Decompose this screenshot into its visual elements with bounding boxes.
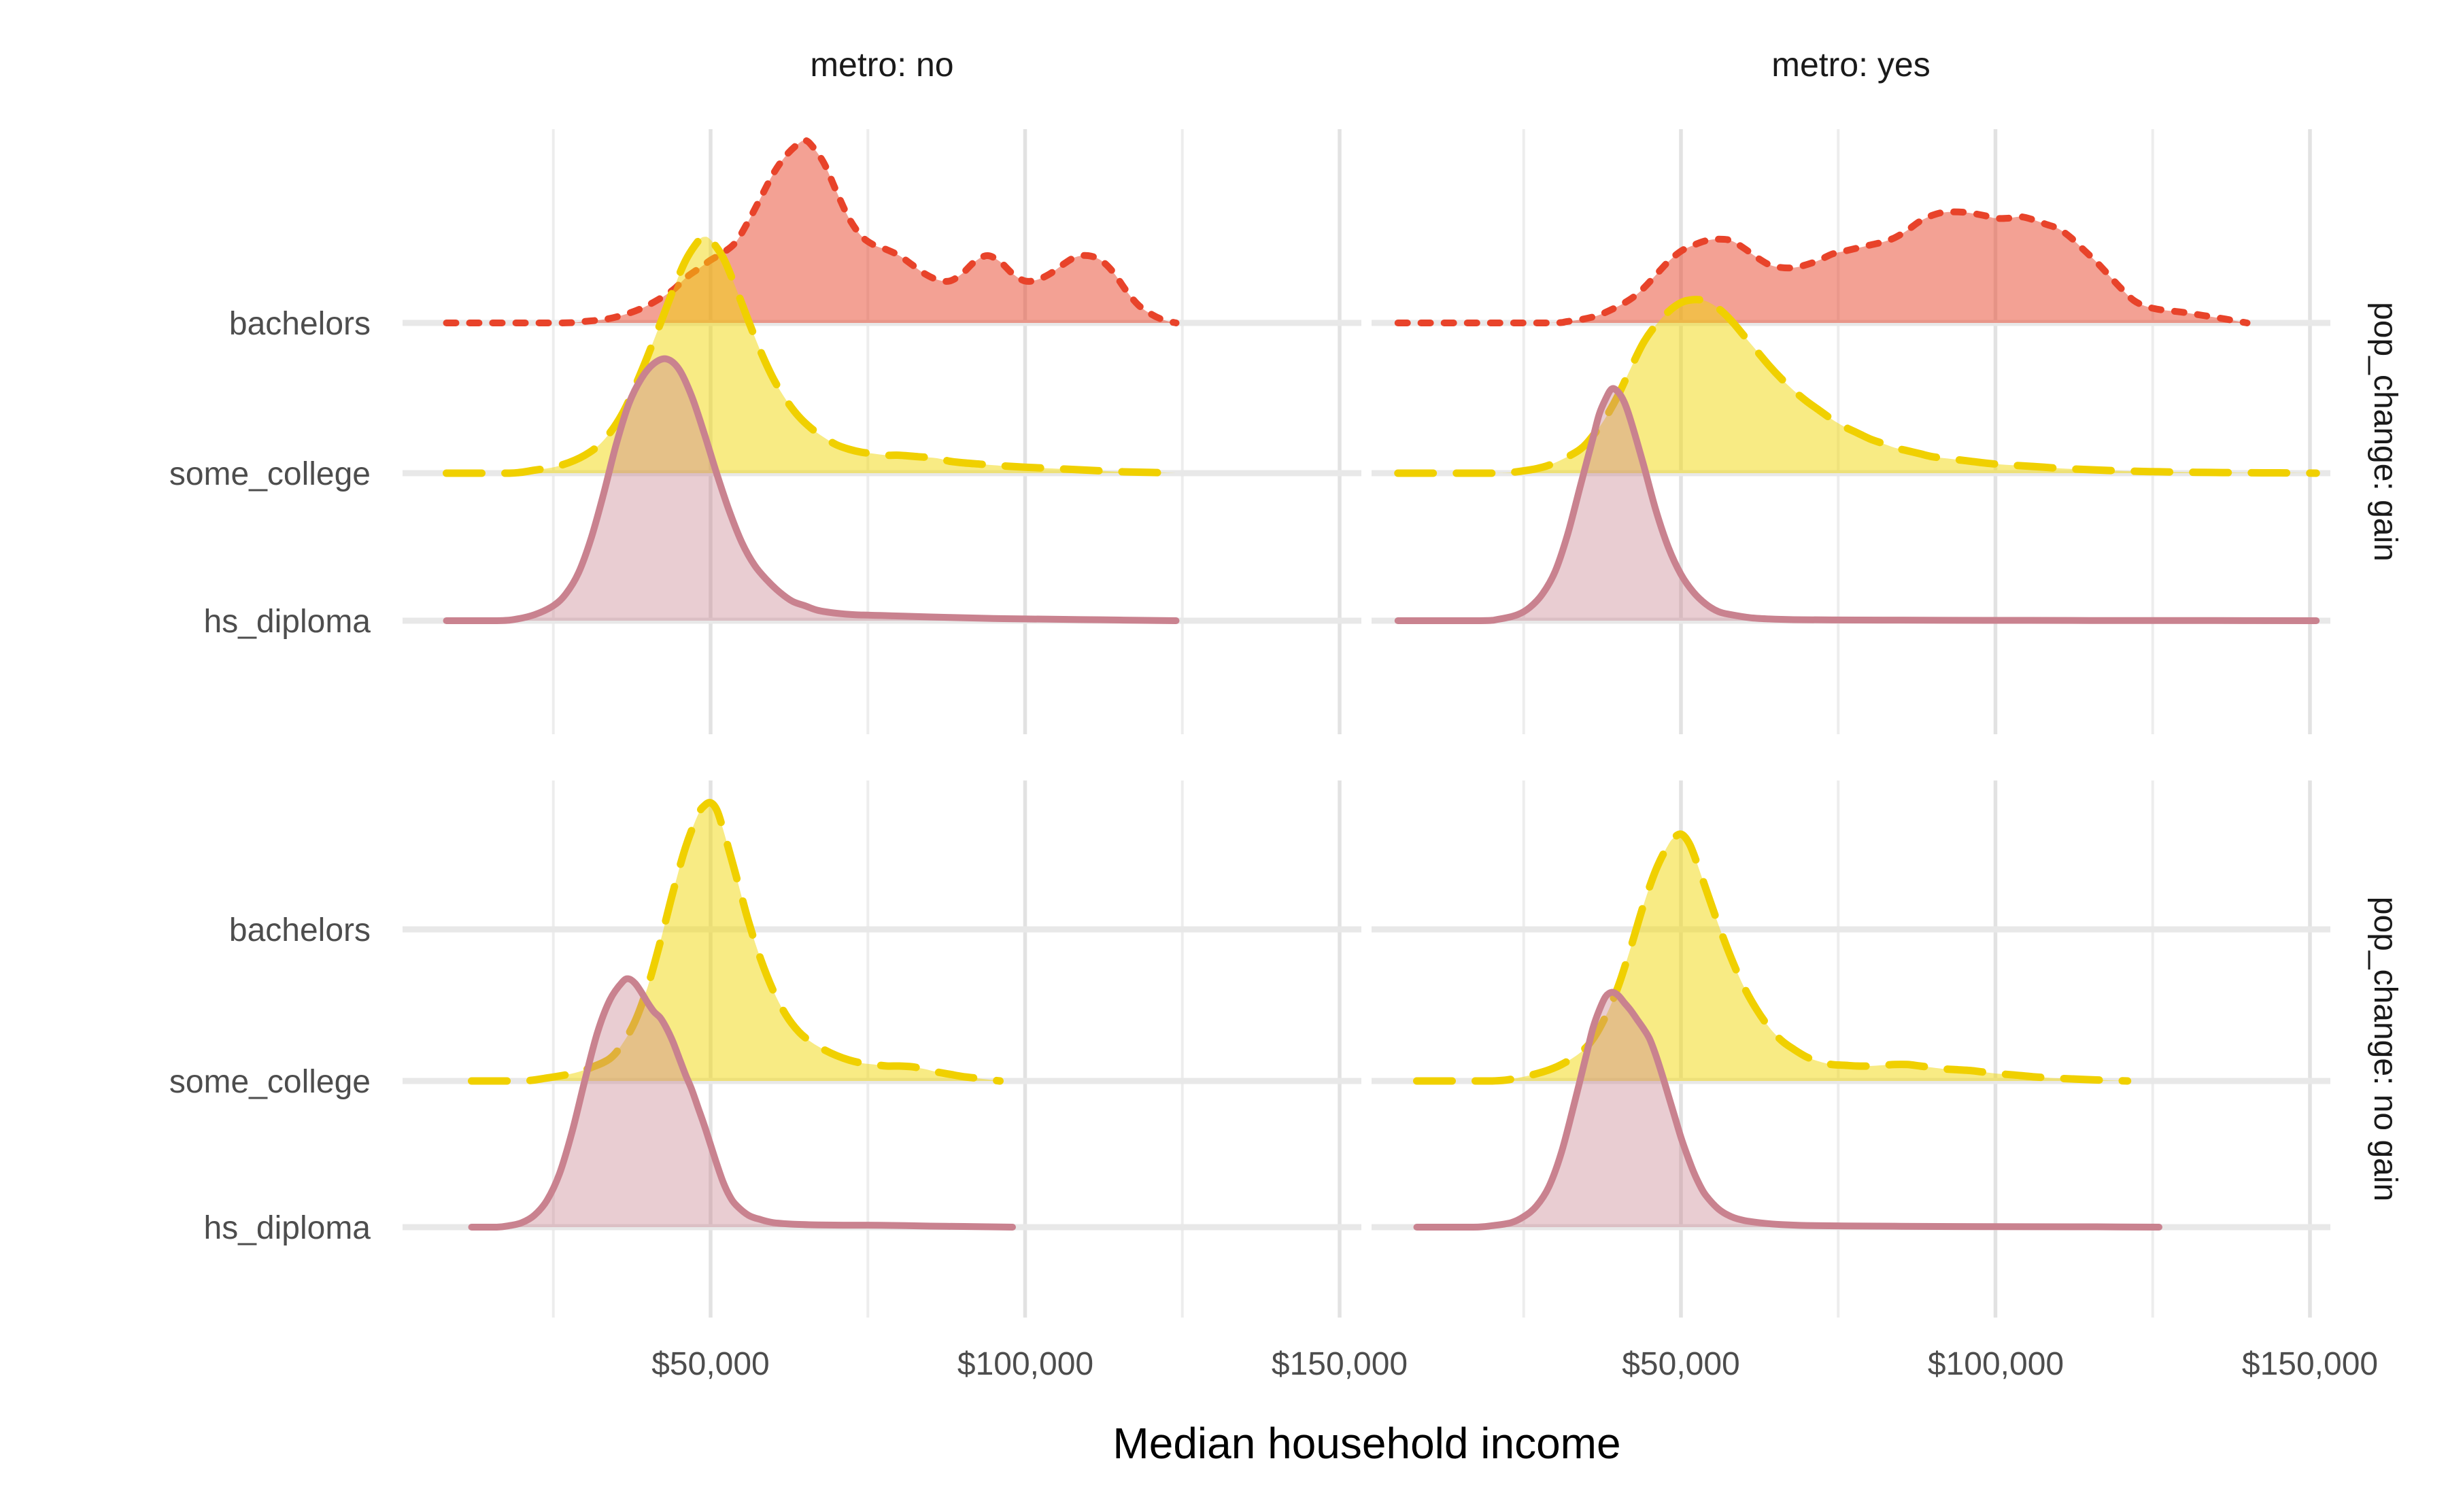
density-outline-bachelors xyxy=(1394,208,2251,327)
density-outline-hs_diploma xyxy=(1394,385,2320,625)
strip-label-pop-change-gain: pop_change: gain xyxy=(2367,302,2403,562)
strip-label-pop-change-no-gain: pop_change: no gain xyxy=(2367,897,2403,1201)
facet-title-metro-no: metro: no xyxy=(810,46,953,84)
density-fill-hs_diploma xyxy=(1416,992,2159,1227)
density-outline-some_college xyxy=(443,233,1180,477)
x-axis-title: Median household income xyxy=(1112,1419,1620,1468)
density-fill-hs_diploma xyxy=(446,358,1176,621)
y-label-some-college-bottom: some_college xyxy=(169,1064,371,1100)
density-fill-bachelors xyxy=(1397,211,2247,323)
panel-metro-yes-gain xyxy=(1394,208,2320,625)
x-tick-50k-right: $50,000 xyxy=(1622,1346,1740,1382)
x-tick-150k-right: $150,000 xyxy=(2242,1346,2378,1382)
y-label-some-college-top: some_college xyxy=(169,456,371,492)
panel-metro-no-nogain xyxy=(468,799,1016,1231)
density-outline-hs_diploma xyxy=(468,975,1016,1231)
density-fill-hs_diploma xyxy=(471,978,1013,1227)
y-label-hs-diploma-bottom: hs_diploma xyxy=(204,1210,371,1246)
density-fill-some_college xyxy=(1416,834,2128,1081)
y-label-hs-diploma-top: hs_diploma xyxy=(204,604,371,640)
x-tick-100k-left: $100,000 xyxy=(957,1346,1093,1382)
density-fill-hs_diploma xyxy=(1397,388,2317,621)
facet-title-metro-yes: metro: yes xyxy=(1771,46,1930,84)
y-label-bachelors-bottom: bachelors xyxy=(229,912,371,948)
density-outline-some_college xyxy=(1413,830,2132,1085)
x-tick-150k-left: $150,000 xyxy=(1272,1346,1408,1382)
x-tick-50k-left: $50,000 xyxy=(651,1346,770,1382)
x-tick-100k-right: $100,000 xyxy=(1928,1346,2064,1382)
density-fill-some_college xyxy=(1397,299,2317,473)
y-label-bachelors-top: bachelors xyxy=(229,306,371,342)
density-outline-some_college xyxy=(1394,296,2320,477)
density-outline-hs_diploma xyxy=(1413,989,2162,1231)
density-fill-some_college xyxy=(446,237,1176,473)
panel-metro-yes-nogain xyxy=(1413,830,2162,1231)
density-fill-bachelors xyxy=(446,140,1176,323)
density-fill-some_college xyxy=(471,802,1000,1081)
density-outline-hs_diploma xyxy=(443,355,1180,625)
panel-metro-no-gain xyxy=(443,137,1180,625)
density-outline-some_college xyxy=(468,799,1004,1085)
